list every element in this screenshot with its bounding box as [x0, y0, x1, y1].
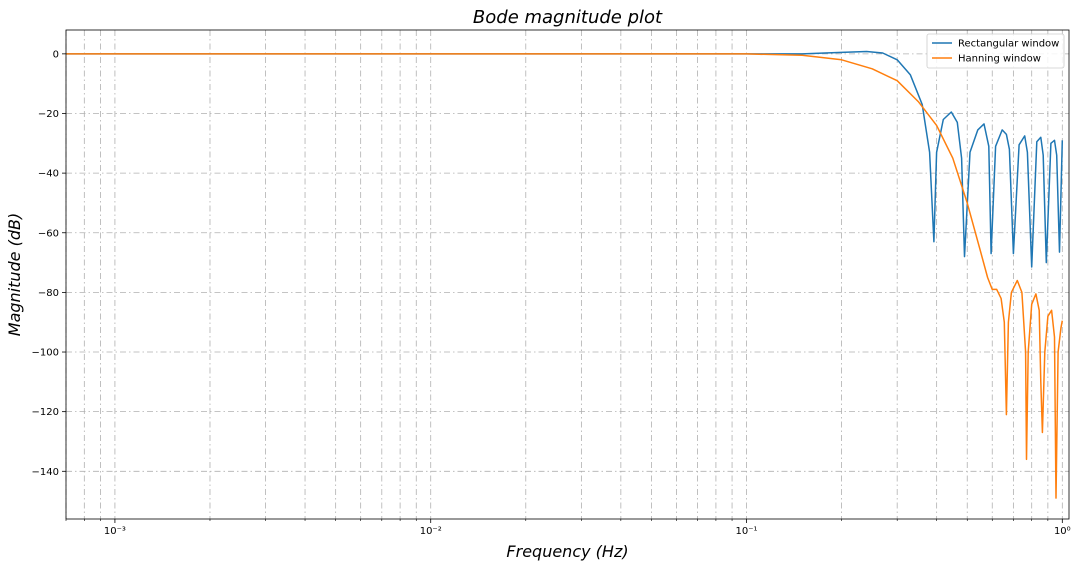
plot-frame	[65, 29, 1070, 520]
chart-title: Bode magnitude plot	[473, 7, 663, 28]
y-tick-label: −20	[38, 109, 59, 120]
legend-box	[926, 33, 1065, 69]
y-tick-label: −40	[38, 169, 59, 180]
x-tick-label: 10⁻¹	[736, 526, 758, 537]
y-axis-label: Magnitude (dB)	[5, 213, 24, 336]
legend-label: Rectangular window	[958, 39, 1059, 50]
x-tick-label: 10⁰	[1054, 526, 1071, 537]
grid	[65, 30, 1069, 519]
x-tick-label: 10⁻³	[104, 526, 126, 537]
series-line-rectangular-window	[66, 50, 1064, 268]
x-tick-label: 10⁻²	[420, 526, 442, 537]
y-tick-label: −140	[32, 467, 59, 478]
y-tick-label: −120	[32, 407, 59, 418]
series-line-hanning-window	[66, 53, 1064, 499]
y-tick-label: 0	[53, 49, 59, 60]
plot-lines	[66, 50, 1064, 499]
x-axis-label: Frequency (Hz)	[506, 542, 628, 561]
y-tick-label: −80	[38, 288, 59, 299]
legend-label: Hanning window	[958, 54, 1041, 65]
legend: Rectangular window Hanning window	[926, 33, 1065, 69]
y-tick-label: −100	[32, 348, 59, 359]
y-tick-label: −60	[38, 228, 59, 239]
axis-ticks: 10⁻³ 10⁻² 10⁻¹ 10⁰ 0 −20 −40 −60 −80 −100 −120 −140	[32, 49, 1071, 537]
